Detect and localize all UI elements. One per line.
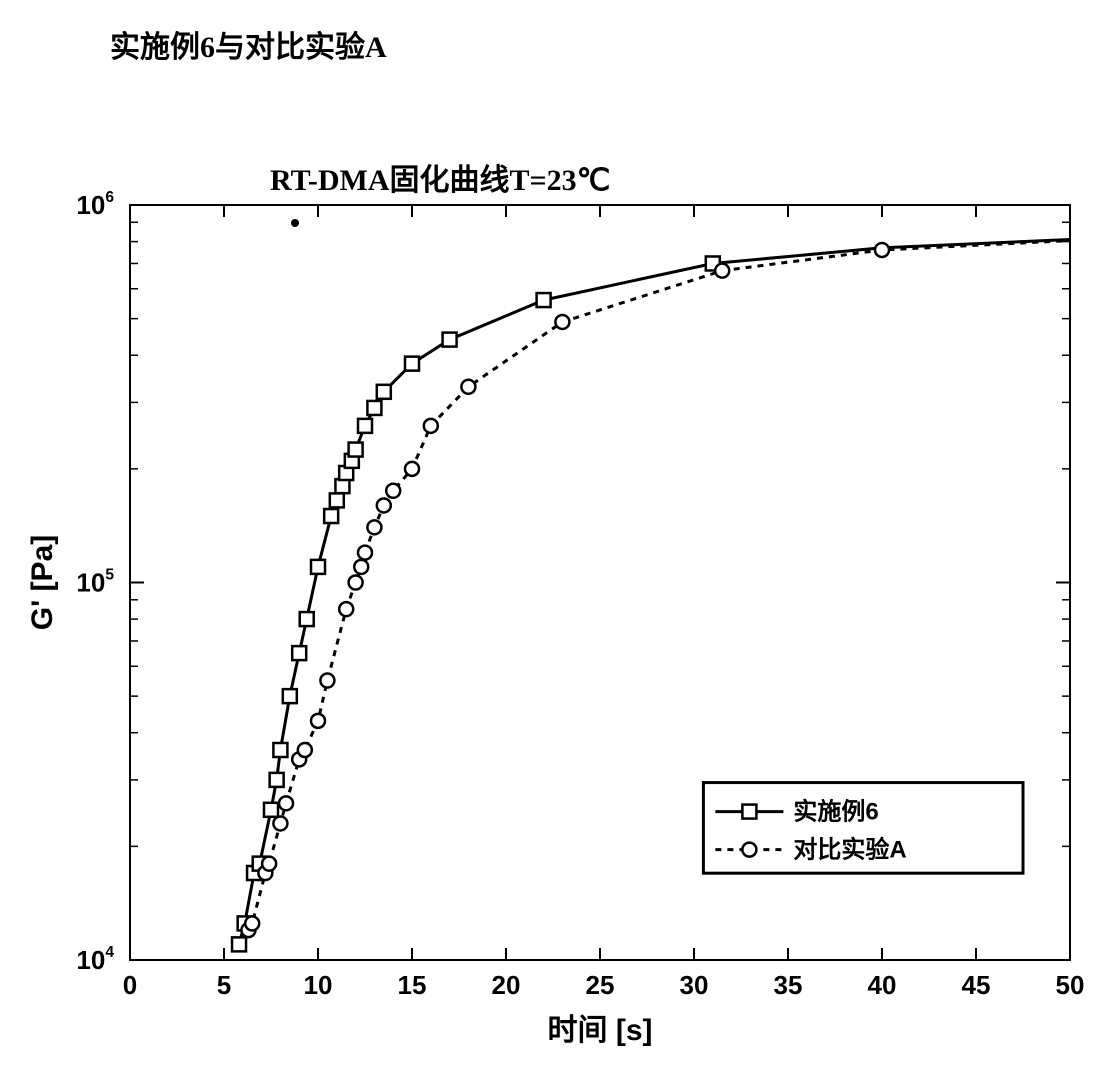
square-marker	[367, 401, 381, 415]
x-tick-label: 25	[586, 970, 615, 1000]
stray-dot	[291, 219, 299, 227]
circle-marker	[875, 243, 889, 257]
legend-label: 对比实验A	[793, 836, 906, 864]
circle-marker	[245, 916, 259, 930]
circle-marker	[424, 419, 438, 433]
square-marker	[443, 333, 457, 347]
x-tick-label: 5	[217, 970, 231, 1000]
square-marker	[292, 646, 306, 660]
square-marker	[537, 293, 551, 307]
y-tick-label: 104	[76, 944, 114, 975]
y-tick-label: 106	[76, 189, 114, 220]
circle-marker	[461, 380, 475, 394]
square-marker	[330, 493, 344, 507]
y-axis-label: G' [Pa]	[26, 535, 59, 630]
legend-label: 实施例6	[793, 798, 878, 826]
square-marker	[358, 419, 372, 433]
circle-marker	[358, 546, 372, 560]
circle-marker	[311, 714, 325, 728]
square-marker	[232, 937, 246, 951]
square-marker	[324, 509, 338, 523]
circle-marker	[349, 576, 363, 590]
square-marker	[270, 773, 284, 787]
x-tick-label: 15	[398, 970, 427, 1000]
legend-circle-icon	[742, 843, 756, 857]
circle-marker	[339, 602, 353, 616]
circle-marker	[298, 743, 312, 757]
square-marker	[311, 560, 325, 574]
x-tick-label: 20	[492, 970, 521, 1000]
circle-marker	[367, 520, 381, 534]
circle-marker	[715, 264, 729, 278]
square-marker	[300, 612, 314, 626]
circle-marker	[262, 857, 276, 871]
legend-square-icon	[742, 805, 756, 819]
circle-marker	[405, 462, 419, 476]
x-tick-label: 50	[1056, 970, 1085, 1000]
square-marker	[273, 743, 287, 757]
x-tick-label: 45	[962, 970, 991, 1000]
x-tick-label: 40	[868, 970, 897, 1000]
circle-marker	[386, 484, 400, 498]
chart-canvas: 0 5 10 15 20 25 30 35 40 45 50 时间 [s] 104 105 106 G' [P…	[0, 0, 1117, 1075]
y-tick-label: 105	[76, 567, 114, 598]
circle-marker	[273, 816, 287, 830]
square-marker	[349, 443, 363, 457]
circle-marker	[320, 674, 334, 688]
circle-marker	[354, 560, 368, 574]
circle-marker	[377, 498, 391, 512]
square-marker	[264, 803, 278, 817]
circle-marker	[279, 796, 293, 810]
x-axis-label: 时间 [s]	[548, 1014, 653, 1047]
x-tick-label: 30	[680, 970, 709, 1000]
square-marker	[377, 385, 391, 399]
x-tick-label: 10	[304, 970, 333, 1000]
square-marker	[283, 689, 297, 703]
x-tick-label: 35	[774, 970, 803, 1000]
square-marker	[405, 357, 419, 371]
circle-marker	[555, 315, 569, 329]
x-tick-label: 0	[123, 970, 137, 1000]
